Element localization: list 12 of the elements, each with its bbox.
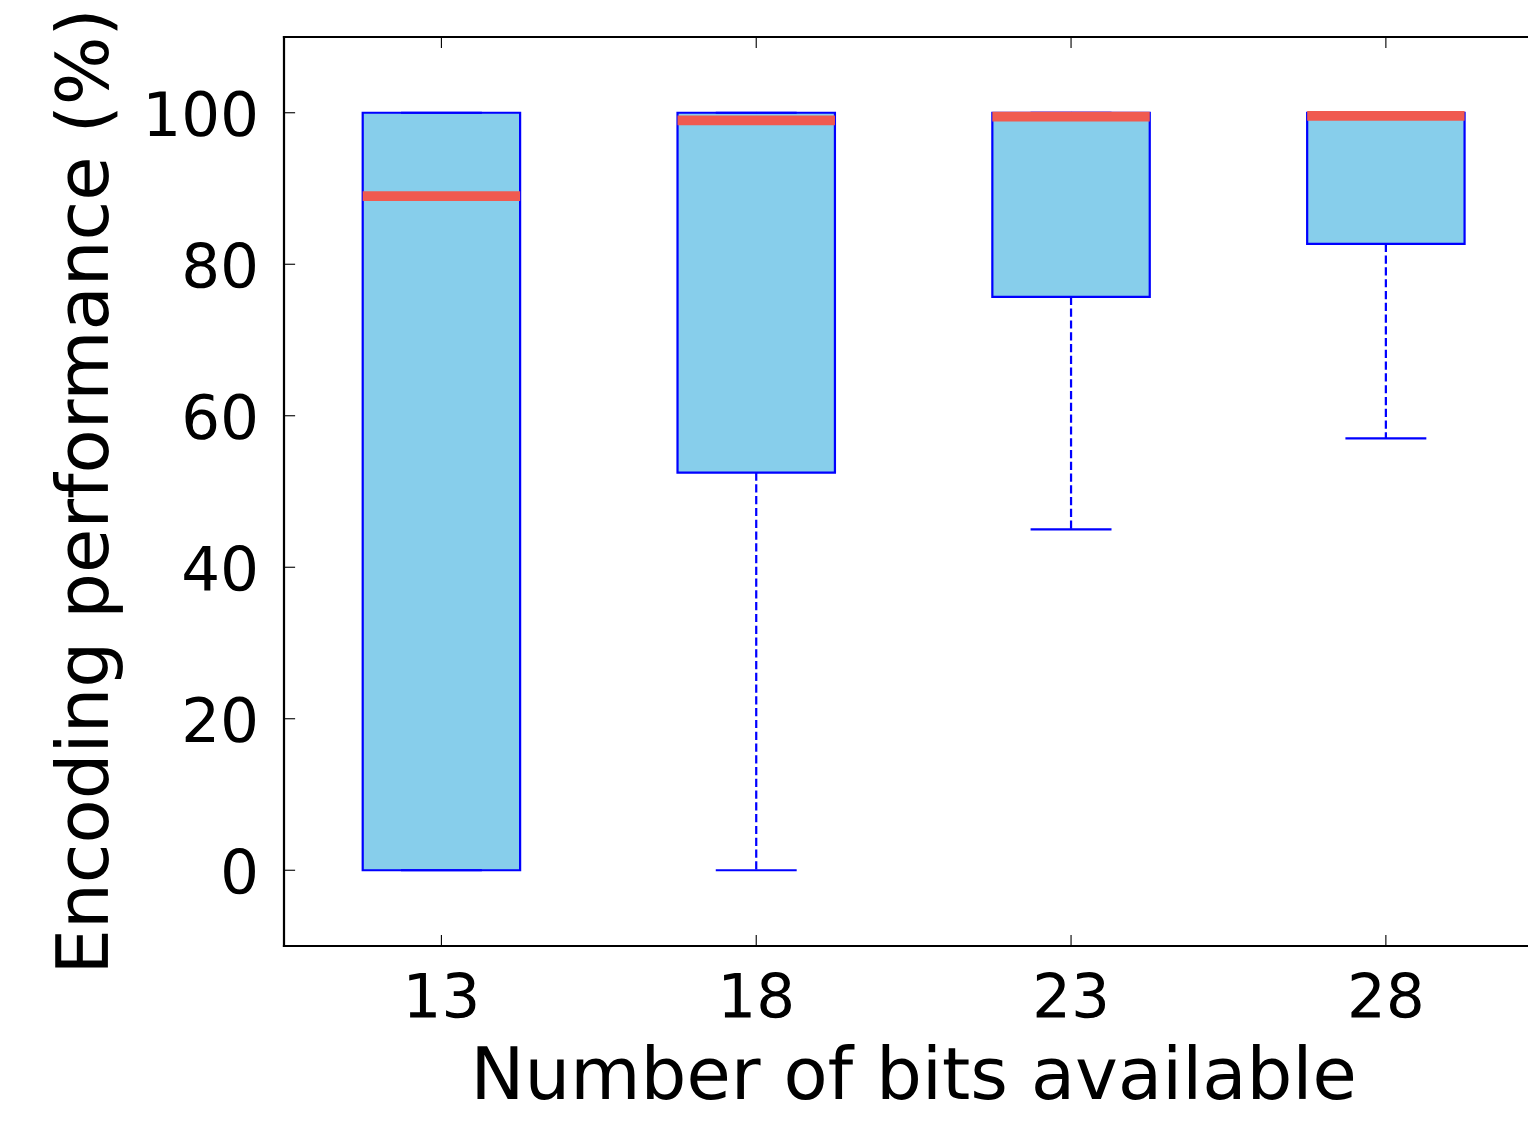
y-tick-label: 0	[224, 848, 255, 895]
y-tick-label: 20	[185, 696, 255, 743]
x-tick-label: 18	[724, 972, 791, 1019]
x-axis-title: Number of bits available	[477, 1044, 1354, 1100]
y-axis-title: Encoding performance (%)	[53, 14, 123, 968]
x-tick-label: 13	[409, 972, 476, 1019]
x-tick-label: 28	[1351, 972, 1421, 1019]
x-tick-label: 23	[1036, 972, 1106, 1019]
y-tick-label: 80	[185, 242, 255, 289]
y-tick-label: 60	[185, 393, 255, 440]
y-tick-label: 100	[149, 90, 255, 137]
y-tick-label: 40	[184, 545, 255, 592]
